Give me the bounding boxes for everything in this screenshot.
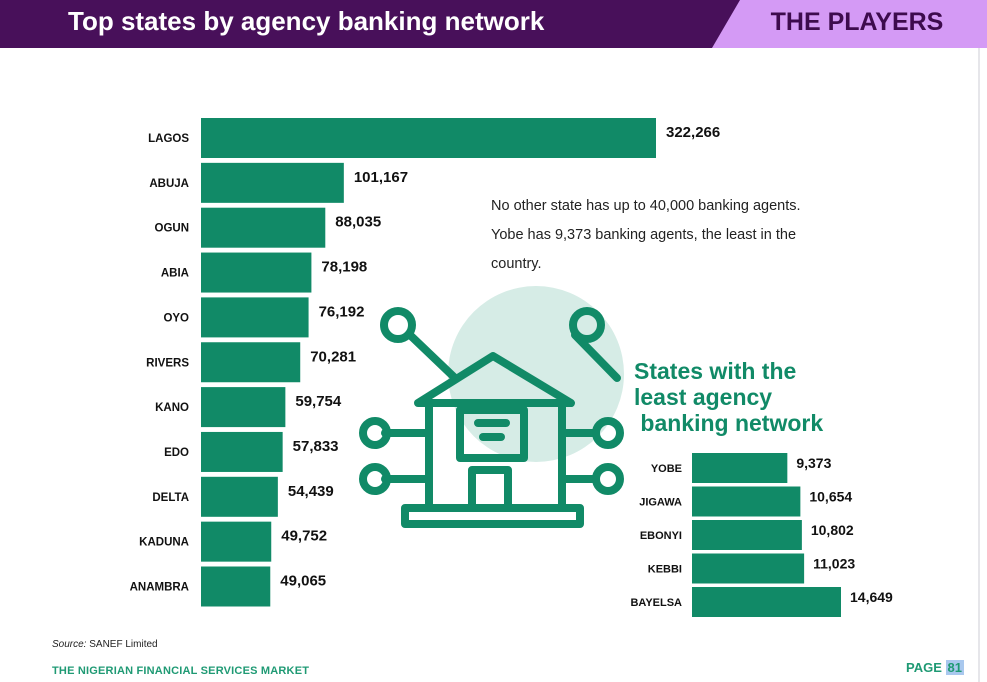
source-note: Source: SANEF Limited [52,639,158,650]
top-states-value-label-delta: 54,439 [288,483,334,500]
top-states-bar-abuja [201,162,344,203]
top-states-bar-kaduna [201,521,272,562]
top-states-bar-delta [201,476,278,517]
top-states-category-label-anambra: ANAMBRA [130,582,189,594]
top-states-category-label-rivers: RIVERS [146,357,189,369]
top-states-bar-edo [201,431,283,472]
note-text: No other state has up to 40,000 banking … [491,198,801,272]
top-states-bar-ogun [201,207,326,248]
top-states-value-label-lagos: 322,266 [666,124,720,141]
page-number: PAGE 81 [903,659,967,676]
least-states-value-label-bayelsa: 14,649 [850,589,893,605]
least-states-category-label-ebonyi: EBONYI [640,530,682,542]
source-text: SANEF Limited [89,639,158,650]
top-states-value-label-rivers: 70,281 [310,348,356,365]
source-label: Source: [52,639,87,650]
top-states-category-label-lagos: LAGOS [148,133,189,145]
section-label: THE PLAYERS [770,8,944,36]
section-tab [712,0,987,48]
least-states-bar-jigawa [692,486,801,517]
least-states-category-label-yobe: YOBE [651,463,682,475]
icon-strokes [359,307,624,528]
least-states-value-label-kebbi: 11,023 [813,556,855,572]
top-states-value-label-oyo: 76,192 [319,303,365,320]
top-states-value-label-anambra: 49,065 [280,573,326,590]
top-states-bar-anambra [201,566,271,607]
top-states-bar-oyo [201,297,309,338]
top-states-category-label-kaduna: KADUNA [139,537,189,549]
top-states-bar-rivers [201,342,301,383]
top-states-category-label-kano: KANO [155,402,189,414]
top-states-bar-abia [201,252,312,293]
icon-background-circle [448,286,624,462]
top-states-category-label-delta: DELTA [152,492,189,504]
top-states-value-label-abuja: 101,167 [354,169,408,186]
page-label: PAGE [906,660,942,675]
section-tab-shape [712,0,987,48]
publication-title: THE NIGERIAN FINANCIAL SERVICES MARKET [52,665,310,677]
least-states-bar-kebbi [692,553,805,584]
least-title-line-2: least agency [634,384,773,410]
top-states-category-label-oyo: OYO [163,312,189,324]
least-title-line-1: States with the [634,358,797,384]
top-states-value-label-ogun: 88,035 [335,214,381,231]
least-states-bar-yobe [692,453,788,483]
top-states-bar-kano [201,387,286,428]
top-states-category-label-abia: ABIA [161,268,189,280]
top-states-value-label-kano: 59,754 [295,393,342,410]
top-states-category-label-ogun: OGUN [155,223,190,235]
top-states-value-label-edo: 57,833 [293,438,339,455]
least-states-value-label-jigawa: 10,654 [809,489,852,505]
least-states-value-label-ebonyi: 10,802 [811,522,854,538]
least-states-category-label-kebbi: KEBBI [648,564,682,576]
page-title: Top states by agency banking network [68,6,545,36]
least-states-title: States with the least agency banking net… [634,358,894,436]
least-states-category-label-jigawa: JIGAWA [639,497,682,509]
top-states-category-label-abuja: ABUJA [149,178,189,190]
least-states-value-label-yobe: 9,373 [796,455,831,471]
top-states-category-label-edo: EDO [164,447,189,459]
top-states-value-label-abia: 78,198 [321,259,367,276]
least-title-line-3: banking network [634,410,824,436]
least-states-bar-ebonyi [692,520,802,550]
page-number-value: 81 [945,660,964,675]
page-edge-rule [978,48,980,682]
top-states-bar-lagos [201,118,656,158]
least-states-bar-bayelsa [692,587,841,617]
least-states-category-label-bayelsa: BAYELSA [630,597,682,609]
top-states-value-label-kaduna: 49,752 [281,528,327,545]
